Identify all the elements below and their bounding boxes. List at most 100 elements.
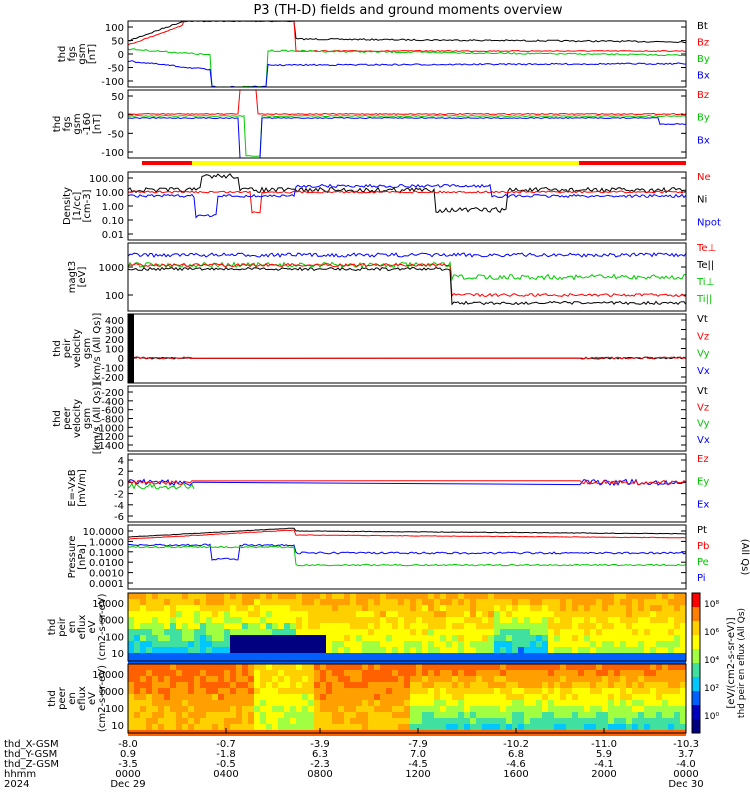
heatmap-cell [320, 599, 326, 605]
heatmap-cell [314, 599, 320, 605]
heatmap-cell [620, 593, 626, 599]
heatmap-cell [434, 676, 440, 682]
y-tick-label: 0 [118, 354, 124, 365]
series-Ne [127, 190, 687, 214]
heatmap-cell [662, 605, 668, 611]
heatmap-cell [608, 676, 614, 682]
heatmap-cell [248, 706, 254, 712]
heatmap-cell [320, 682, 326, 688]
heatmap-cell [434, 688, 440, 694]
heatmap-cell [170, 647, 176, 653]
heatmap-cell [164, 635, 170, 641]
heatmap-cell [374, 635, 380, 641]
heatmap-cell [206, 700, 212, 706]
heatmap-cell [644, 635, 650, 641]
heatmap-cell [650, 694, 656, 700]
x-tick-value: 5.9 [596, 749, 612, 760]
heatmap-cell [530, 623, 536, 629]
heatmap-cell [134, 676, 140, 682]
heatmap-cell [266, 694, 272, 700]
heatmap-cell [662, 623, 668, 629]
heatmap-cell [614, 718, 620, 724]
heatmap-cell [662, 629, 668, 635]
heatmap-cell [650, 712, 656, 718]
heatmap-cell [380, 664, 386, 670]
heatmap-cell [638, 724, 644, 730]
heatmap-cell [284, 670, 290, 676]
heatmap-cell [626, 706, 632, 712]
heatmap-cell [404, 599, 410, 605]
heatmap-cell [134, 629, 140, 635]
heatmap-cell [374, 659, 380, 665]
heatmap-cell [260, 670, 266, 676]
heatmap-cell [350, 605, 356, 611]
heatmap-cell [482, 593, 488, 599]
heatmap-cell [338, 688, 344, 694]
heatmap-cell [482, 599, 488, 605]
x-tick-value: -2.3 [310, 759, 330, 770]
heatmap-cell [170, 593, 176, 599]
heatmap-cell [656, 718, 662, 724]
heatmap-cell [632, 647, 638, 653]
heatmap-cell [152, 706, 158, 712]
heatmap-cell [560, 670, 566, 676]
heatmap-cell [464, 724, 470, 730]
heatmap-cell [188, 653, 194, 659]
heatmap-cell [488, 664, 494, 670]
heatmap-cell [494, 664, 500, 670]
heatmap-cell [308, 635, 314, 641]
heatmap-cell [176, 653, 182, 659]
x-tick-value: -1.8 [216, 749, 236, 760]
heatmap-cell [326, 664, 332, 670]
heatmap-cell [572, 724, 578, 730]
heatmap-cell [626, 605, 632, 611]
heatmap-cell [512, 623, 518, 629]
heatmap-cell [626, 664, 632, 670]
heatmap-cell [620, 629, 626, 635]
heatmap-cell [398, 724, 404, 730]
heatmap-cell [656, 659, 662, 665]
y-tick-label: -2 [114, 490, 124, 501]
heatmap-cell [656, 688, 662, 694]
heatmap-cell [590, 724, 596, 730]
heatmap-cell [338, 641, 344, 647]
heatmap-cell [194, 659, 200, 665]
heatmap-cell [194, 599, 200, 605]
heatmap-cell [146, 664, 152, 670]
heatmap-cell [476, 706, 482, 712]
legend-label: Bt [697, 21, 708, 32]
heatmap-cell [548, 593, 554, 599]
heatmap-cell [518, 676, 524, 682]
heatmap-cell [350, 617, 356, 623]
heatmap-cell [524, 670, 530, 676]
heatmap-cell [212, 647, 218, 653]
heatmap-cell [188, 599, 194, 605]
heatmap-cell [536, 724, 542, 730]
heatmap-cell [518, 688, 524, 694]
heatmap-cell [368, 593, 374, 599]
heatmap-cell [134, 659, 140, 665]
heatmap-cell [590, 611, 596, 617]
heatmap-cell [650, 599, 656, 605]
heatmap-cell [656, 593, 662, 599]
heatmap-cell [446, 676, 452, 682]
heatmap-cell [482, 688, 488, 694]
heatmap-cell [452, 623, 458, 629]
series-Pi [127, 543, 687, 561]
heatmap-cell [200, 688, 206, 694]
heatmap-cell [302, 718, 308, 724]
heatmap-cell [308, 611, 314, 617]
heatmap-cell [218, 593, 224, 599]
y-axis-label: en [67, 692, 78, 705]
heatmap-cell [296, 676, 302, 682]
heatmap-cell [410, 700, 416, 706]
heatmap-cell [200, 694, 206, 700]
heatmap-cell [494, 635, 500, 641]
heatmap-cell [362, 605, 368, 611]
heatmap-cell [356, 700, 362, 706]
y-axis-label: [nT] [87, 44, 98, 64]
heatmap-cell [590, 664, 596, 670]
heatmap-cell [236, 688, 242, 694]
heatmap-cell [500, 664, 506, 670]
heatmap-cell [644, 599, 650, 605]
